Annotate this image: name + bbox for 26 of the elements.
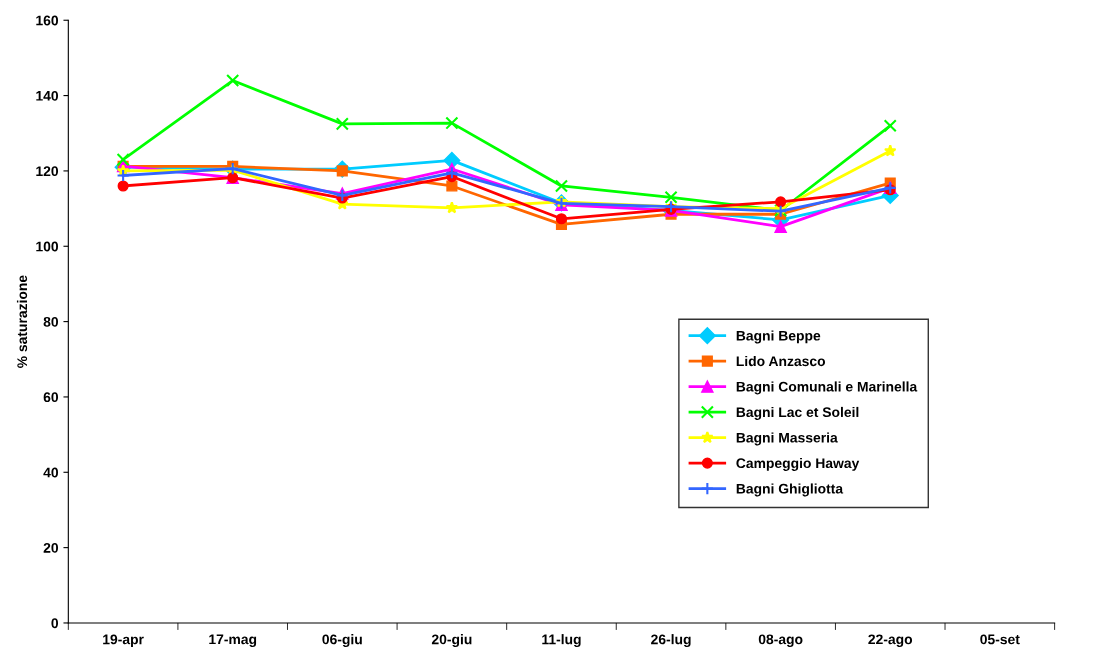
y-tick-label: 160 [36, 15, 59, 26]
legend-label: Bagni Lac et Soleil [736, 406, 859, 420]
legend-label: Lido Anzasco [736, 355, 826, 367]
y-tick-label: 20 [43, 542, 59, 553]
y-tick-label: 120 [36, 166, 59, 177]
x-tick-label: 06-giu [322, 634, 362, 648]
y-tick-label: 40 [43, 467, 59, 478]
y-tick-label: 0 [51, 618, 59, 629]
legend-label: Bagni Comunali e Marinella [736, 381, 918, 395]
legend-label: Campeggio Haway [736, 457, 860, 471]
legend-label: Bagni Beppe [736, 330, 821, 344]
y-tick-label: 100 [36, 241, 59, 252]
x-tick-label: 17-mag [209, 634, 257, 648]
y-tick-label: 80 [43, 316, 59, 327]
y-axis-title: % saturazione [16, 275, 28, 368]
x-tick-label: 20-giu [431, 634, 472, 648]
x-tick-label: 11-lug [542, 634, 581, 648]
legend-label: Bagni Ghigliotta [736, 483, 844, 497]
x-tick-label: 05-set [980, 634, 1020, 645]
x-tick-label: 08-ago [758, 634, 803, 648]
y-tick-label: 140 [36, 90, 59, 101]
x-tick-label: 19-apr [103, 634, 144, 648]
legend-label: Bagni Masseria [736, 432, 838, 446]
x-tick-label: 22-ago [868, 634, 913, 648]
y-tick-label: 60 [43, 392, 59, 403]
x-tick-label: 26-lug [651, 634, 691, 648]
